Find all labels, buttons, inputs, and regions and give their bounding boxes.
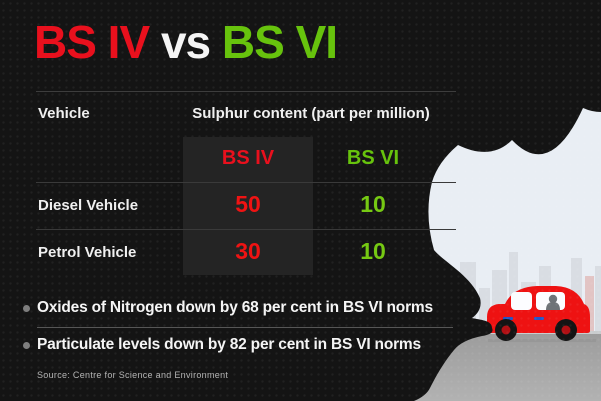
- bullet-dot: [23, 305, 30, 312]
- title-vs: vs: [160, 16, 211, 68]
- bullet-nox: Oxides of Nitrogen down by 68 per cent i…: [37, 299, 433, 316]
- car-shadow: [488, 339, 596, 342]
- rear-wheel: [555, 319, 577, 341]
- driver-silhouette: [546, 294, 560, 310]
- door-handle-rear: [534, 317, 544, 320]
- red-car: [477, 286, 590, 341]
- column-header-vehicle: Vehicle: [38, 105, 90, 122]
- row-label-diesel: Diesel Vehicle: [38, 197, 139, 214]
- bullet-divider: [37, 327, 453, 328]
- subcolumn-header-bs4: BS IV: [221, 147, 275, 169]
- petrol-bs6-value: 10: [360, 238, 386, 264]
- bs4-column-highlight: [183, 137, 313, 275]
- source-attribution: Source: Centre for Science and Environme…: [37, 370, 229, 380]
- car-front-window: [511, 292, 532, 310]
- diesel-bs6-value: 10: [360, 191, 386, 217]
- title-divider: [36, 91, 456, 92]
- row-divider: [36, 182, 456, 183]
- front-wheel: [495, 319, 517, 341]
- column-header-sulphur: Sulphur content (part per million): [192, 105, 430, 122]
- diesel-bs4-value: 50: [235, 191, 261, 217]
- row-label-petrol: Petrol Vehicle: [38, 244, 137, 261]
- page-title: BS IV vs BS VI: [34, 16, 338, 68]
- row-divider: [36, 229, 456, 230]
- subcolumn-header-bs6: BS VI: [346, 147, 400, 169]
- title-bs4: BS IV: [34, 16, 150, 68]
- title-bs6: BS VI: [221, 16, 338, 68]
- bullet-dot: [23, 342, 30, 349]
- petrol-bs4-value: 30: [235, 238, 261, 264]
- bullet-particulate: Particulate levels down by 82 per cent i…: [37, 336, 421, 353]
